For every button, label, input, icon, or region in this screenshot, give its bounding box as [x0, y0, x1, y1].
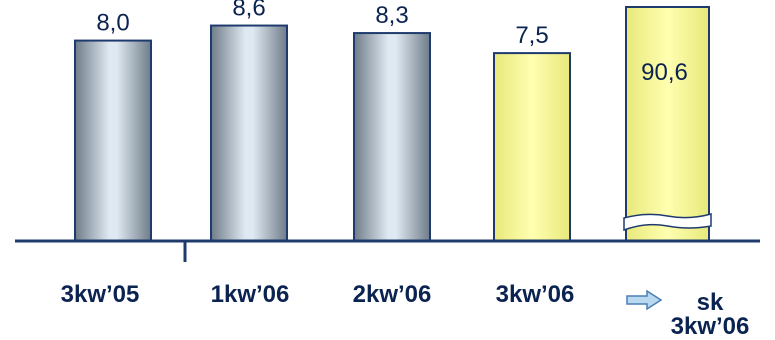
extra-bar-label-line1: sk [696, 289, 724, 316]
value-label-3: 7,5 [515, 22, 548, 49]
right-arrow-icon [626, 289, 663, 311]
bar-2 [353, 32, 431, 242]
category-label-2: 2kw’06 [352, 281, 432, 308]
axis-break-mark [623, 213, 712, 232]
value-label-extra: 90,6 [641, 59, 688, 86]
value-label-0: 8,0 [96, 10, 129, 37]
value-label-2: 8,3 [375, 2, 408, 29]
category-label-0: 3kw’05 [60, 281, 140, 308]
bar-3 [493, 52, 571, 242]
bar-0 [74, 39, 152, 242]
extra-bar-label-line2: 3kw’06 [670, 313, 750, 340]
value-label-1: 8,6 [232, 0, 265, 22]
bar-1 [210, 24, 288, 243]
bar-extra [625, 6, 710, 242]
category-label-1: 1kw’06 [210, 281, 290, 308]
category-label-3: 3kw’06 [495, 281, 575, 308]
